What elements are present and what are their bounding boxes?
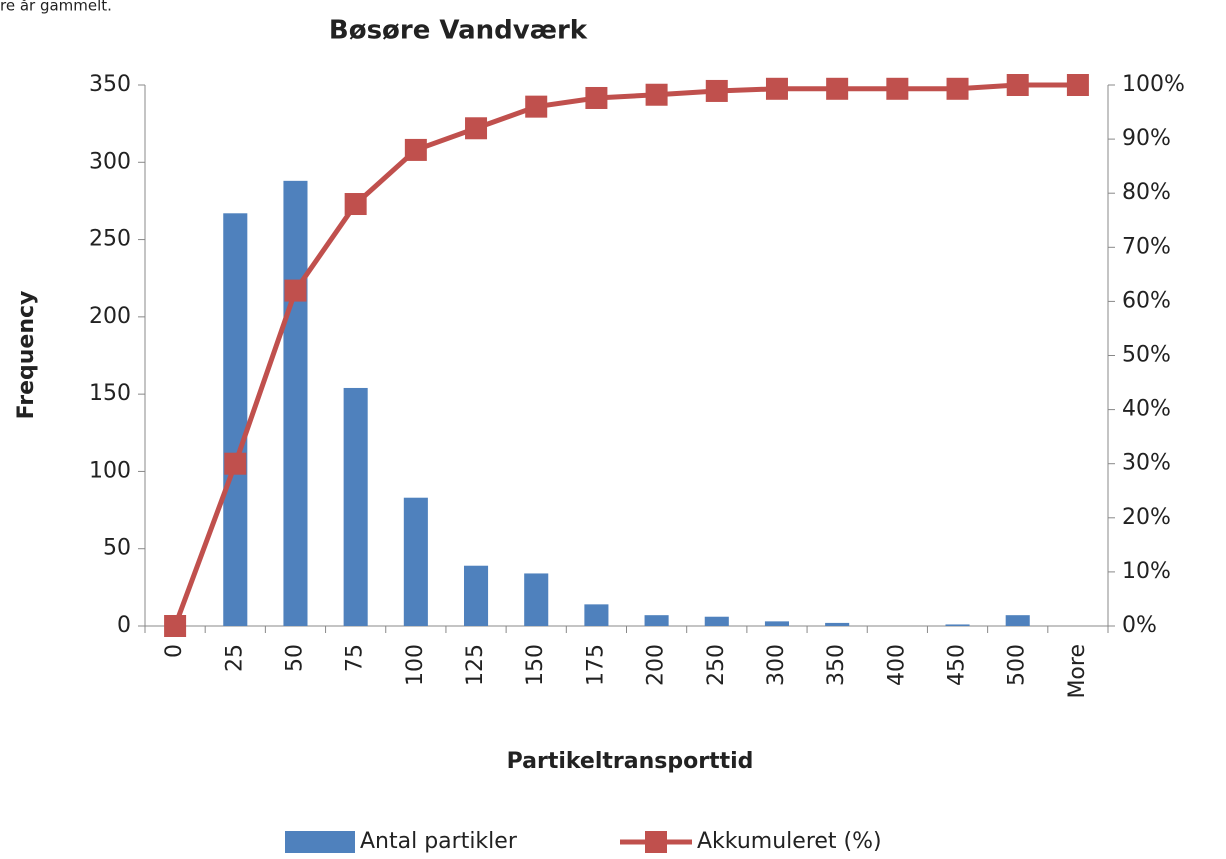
x-tick-label: 25 [222, 644, 247, 672]
y2-tick-label: 20% [1122, 505, 1171, 530]
y-tick-label: 150 [89, 381, 131, 406]
bar [764, 621, 790, 626]
line-marker [1006, 74, 1029, 96]
line-marker [525, 95, 548, 118]
bar [704, 616, 729, 626]
y2-tick-label: 30% [1122, 451, 1171, 476]
y-tick-label: 300 [89, 149, 131, 174]
bar [223, 213, 248, 626]
x-tick-label: 125 [463, 644, 488, 686]
x-tick-label: 500 [1005, 644, 1030, 686]
y-tick-label: 200 [89, 304, 131, 329]
legend-marker [645, 831, 667, 853]
line-marker [284, 279, 307, 302]
y2-tick-label: 0% [1122, 613, 1157, 638]
line-marker [705, 79, 728, 102]
x-tick-label: 350 [824, 644, 849, 686]
bar [343, 387, 368, 626]
x-tick-label: 75 [343, 644, 368, 672]
line-marker [645, 83, 668, 106]
legend-label: Akkumuleret (%) [697, 829, 882, 854]
y-tick-label: 0 [117, 613, 131, 638]
x-tick-label: 0 [162, 644, 187, 658]
bar [825, 622, 850, 626]
bar [524, 573, 549, 626]
x-tick-label: 175 [583, 644, 608, 686]
x-tick-label: 150 [523, 644, 548, 686]
chart-title: Bøsøre Vandværk [329, 16, 588, 46]
y2-tick-label: 100% [1122, 72, 1185, 97]
line-marker [344, 193, 367, 216]
line-marker [585, 86, 608, 109]
bar [1005, 615, 1030, 626]
x-axis-label: Partikeltransporttid [507, 749, 754, 774]
cumulative-line [172, 82, 1078, 627]
bar [463, 565, 489, 626]
y2-tick-label: 10% [1122, 559, 1171, 584]
y-tick-label: 100 [89, 458, 131, 483]
legend-label: Antal partikler [360, 829, 518, 854]
y2-tick-label: 80% [1122, 180, 1171, 205]
annotation: re år gammelt. [0, 0, 112, 15]
x-tick-label: 300 [764, 644, 789, 686]
line-marker [465, 117, 488, 140]
legend-swatch [285, 831, 355, 853]
x-tick-label: 400 [884, 644, 909, 686]
line-marker [164, 615, 187, 637]
line-marker [224, 452, 247, 475]
x-tick-label: 250 [704, 644, 729, 686]
bar [644, 615, 669, 626]
y-axis-label: Frequency [14, 291, 39, 420]
line-marker [1066, 74, 1089, 96]
y2-tick-label: 70% [1122, 234, 1171, 259]
line-marker [765, 77, 788, 100]
y2-tick-label: 40% [1122, 397, 1171, 422]
bar [584, 604, 609, 626]
line-marker [404, 138, 427, 161]
y-tick-label: 50 [103, 536, 131, 561]
x-tick-label: More [1065, 644, 1090, 699]
x-tick-label: 50 [282, 644, 307, 672]
x-tick-label: 450 [945, 644, 970, 686]
bar [403, 497, 428, 626]
line-marker [946, 77, 969, 100]
y2-tick-label: 90% [1122, 126, 1171, 151]
y2-tick-label: 50% [1122, 343, 1171, 368]
line-marker [886, 77, 909, 100]
bar [945, 624, 970, 626]
y-tick-label: 250 [89, 227, 131, 252]
x-tick-label: 200 [644, 644, 669, 686]
y2-tick-label: 60% [1122, 288, 1171, 313]
bar [283, 180, 308, 626]
line-marker [826, 77, 849, 100]
x-tick-label: 100 [403, 644, 428, 686]
y-tick-label: 350 [89, 72, 131, 97]
